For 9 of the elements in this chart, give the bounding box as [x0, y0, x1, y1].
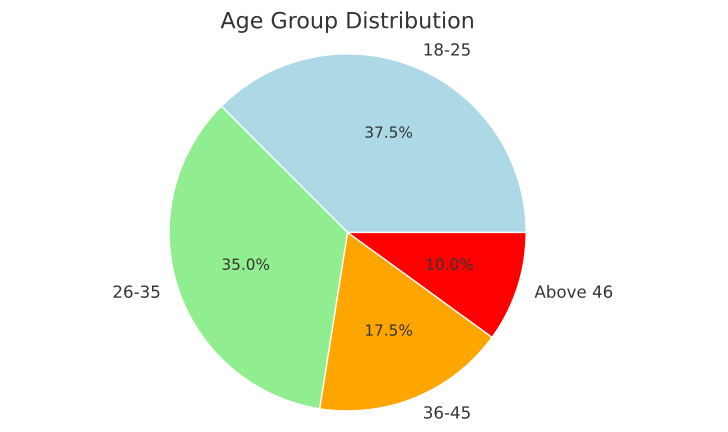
slice-label: Above 46 — [534, 285, 612, 298]
data-label: 10.0% — [426, 258, 473, 270]
slice-label: 18-25 — [424, 43, 470, 56]
data-label: 35.0% — [222, 258, 270, 270]
chart-title: Age Group Distribution — [220, 11, 473, 33]
slice-label: 26-35 — [114, 285, 160, 298]
data-label: 37.5% — [366, 126, 412, 138]
data-label: 17.5% — [366, 324, 412, 336]
slice-label: 36-45 — [424, 406, 470, 419]
